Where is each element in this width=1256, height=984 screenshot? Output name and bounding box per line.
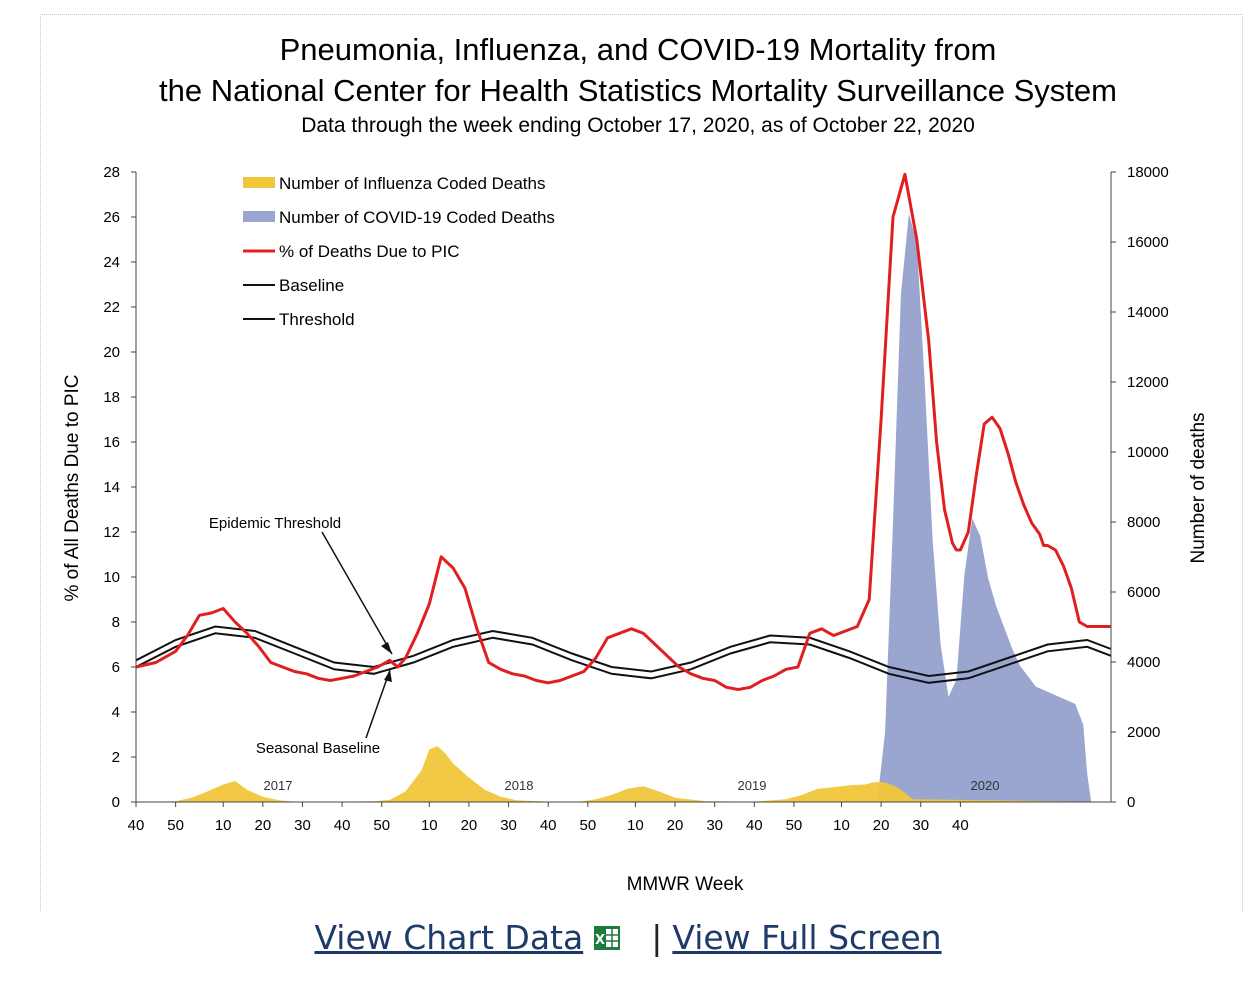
- y-right-tick-label: 16000: [1127, 234, 1169, 251]
- season-label: 2018: [505, 778, 534, 793]
- y-right-tick-label: 4000: [1127, 654, 1160, 671]
- legend-label: % of Deaths Due to PIC: [279, 242, 459, 261]
- y-left-tick-label: 4: [112, 704, 120, 721]
- label-layer: 2017 2018 2019 2020 Number of Influenza Code…: [209, 174, 1000, 793]
- legend-swatch: [243, 177, 275, 188]
- y-right-tick-label: 2000: [1127, 724, 1160, 741]
- annotation-seasonal-baseline: Seasonal Baseline: [256, 740, 380, 757]
- y-left-tick-label: 8: [112, 614, 120, 631]
- legend-swatch: [243, 211, 275, 222]
- x-tick-label: 40: [746, 817, 763, 834]
- y-left-tick-label: 6: [112, 659, 120, 676]
- legend-label: Baseline: [279, 276, 344, 295]
- y-left-tick-label: 28: [103, 164, 120, 181]
- y-left-tick-label: 14: [103, 479, 120, 496]
- axes-layer: 0246810121416182022242628020004000600080…: [103, 164, 1168, 834]
- legend-label: Number of COVID-19 Coded Deaths: [279, 208, 555, 227]
- x-tick-label: 40: [128, 817, 145, 834]
- y-left-tick-label: 2: [112, 749, 120, 766]
- chart-subtitle: Data through the week ending October 17,…: [301, 114, 975, 137]
- annotation-epidemic-threshold: Epidemic Threshold: [209, 515, 341, 532]
- x-tick-label: 20: [461, 817, 478, 834]
- y-right-tick-label: 8000: [1127, 514, 1160, 531]
- annotation-arrow-threshold: [321, 531, 393, 655]
- x-tick-label: 50: [373, 817, 390, 834]
- chart-footer: View Chart Data X | View Full Screen: [0, 918, 1256, 957]
- x-tick-label: 50: [579, 817, 596, 834]
- chart-frame: [40, 14, 1243, 911]
- x-tick-label: 10: [421, 817, 438, 834]
- chart-title-line2: the National Center for Health Statistic…: [159, 73, 1117, 108]
- annotation-arrow-baseline: [365, 669, 391, 739]
- excel-icon[interactable]: X: [593, 921, 621, 950]
- y-left-tick-label: 26: [103, 209, 120, 226]
- x-tick-label: 50: [167, 817, 184, 834]
- y-right-tick-label: 12000: [1127, 374, 1169, 391]
- footer-separator: |: [651, 918, 663, 957]
- x-tick-label: 10: [215, 817, 232, 834]
- x-tick-label: 20: [254, 817, 271, 834]
- season-label: 2020: [971, 778, 1000, 793]
- season-label: 2019: [738, 778, 767, 793]
- x-tick-label: 10: [833, 817, 850, 834]
- chart-title: Pneumonia, Influenza, and COVID-19 Morta…: [280, 32, 997, 67]
- influenza-deaths-area: [136, 746, 1111, 802]
- y-right-tick-label: 6000: [1127, 584, 1160, 601]
- baseline-line: [135, 632, 1112, 684]
- view-chart-data-link[interactable]: View Chart Data: [314, 918, 584, 957]
- annotation-arrowhead-threshold: [381, 642, 392, 654]
- y-left-tick-label: 22: [103, 299, 120, 316]
- y-left-tick-label: 20: [103, 344, 120, 361]
- y-axis-label-left: % of All Deaths Due to PIC: [62, 374, 83, 601]
- x-tick-label: 30: [294, 817, 311, 834]
- y-right-tick-label: 18000: [1127, 164, 1169, 181]
- x-tick-label: 40: [334, 817, 351, 834]
- annotation-arrowhead-baseline: [384, 670, 392, 682]
- x-tick-label: 20: [667, 817, 684, 834]
- line-layer: [135, 172, 1112, 691]
- x-tick-label: 10: [627, 817, 644, 834]
- view-full-screen-link[interactable]: View Full Screen: [672, 918, 942, 957]
- covid-deaths-area: [877, 214, 1092, 802]
- season-label: 2017: [264, 778, 293, 793]
- legend-label: Threshold: [279, 310, 355, 329]
- svg-text:X: X: [595, 933, 605, 948]
- area-layer: [136, 214, 1111, 802]
- x-tick-label: 20: [873, 817, 890, 834]
- x-tick-label: 30: [706, 817, 723, 834]
- y-left-tick-label: 0: [112, 794, 120, 811]
- chart: Pneumonia, Influenza, and COVID-19 Morta…: [62, 32, 1209, 895]
- y-left-tick-label: 12: [103, 524, 120, 541]
- y-left-tick-label: 16: [103, 434, 120, 451]
- y-right-tick-label: 14000: [1127, 304, 1169, 321]
- pic-percent-line: [135, 172, 1111, 691]
- legend-label: Number of Influenza Coded Deaths: [279, 174, 546, 193]
- y-right-tick-label: 10000: [1127, 444, 1169, 461]
- y-left-tick-label: 18: [103, 389, 120, 406]
- y-left-tick-label: 10: [103, 569, 120, 586]
- threshold-line: [135, 625, 1112, 678]
- x-tick-label: 30: [912, 817, 929, 834]
- x-tick-label: 30: [500, 817, 517, 834]
- x-axis-label: MMWR Week: [627, 874, 744, 895]
- y-left-tick-label: 24: [103, 254, 120, 271]
- x-tick-label: 40: [952, 817, 969, 834]
- x-tick-label: 50: [786, 817, 803, 834]
- x-tick-label: 40: [540, 817, 557, 834]
- y-axis-label-right: Number of deaths: [1188, 412, 1209, 563]
- y-right-tick-label: 0: [1127, 794, 1135, 811]
